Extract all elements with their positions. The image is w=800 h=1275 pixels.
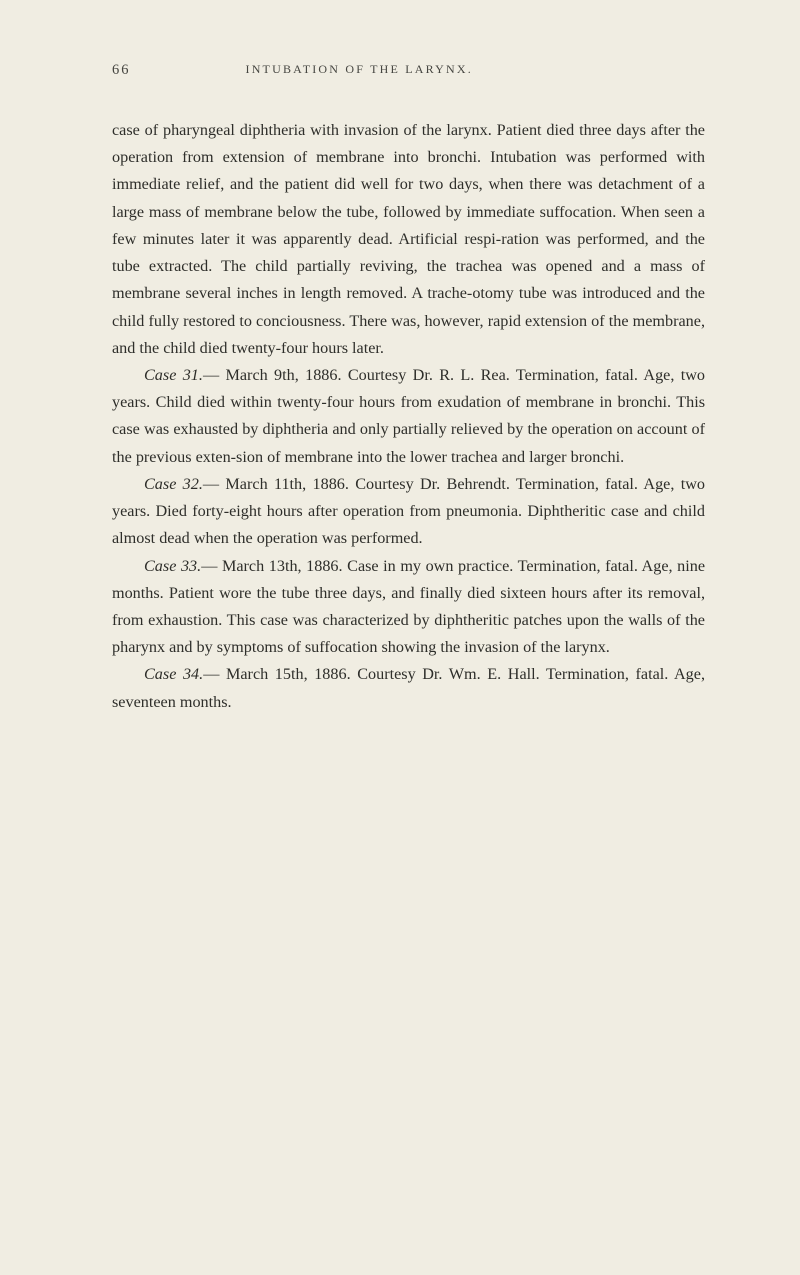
case-label: Case 31. (144, 366, 203, 384)
page-header: 66 INTUBATION OF THE LARYNX. (112, 62, 705, 79)
running-title: INTUBATION OF THE LARYNX. (246, 62, 473, 79)
case-label: Case 34. (144, 665, 203, 683)
case-label: Case 32. (144, 475, 203, 493)
case-34: Case 34.— March 15th, 1886. Courtesy Dr.… (112, 661, 705, 715)
case-text: — March 13th, 1886. Case in my own pract… (112, 557, 705, 657)
case-label: Case 33. (144, 557, 201, 575)
paragraph-continuation: case of pharyngeal diphtheria with invas… (112, 117, 705, 362)
case-31: Case 31.— March 9th, 1886. Courtesy Dr. … (112, 362, 705, 471)
case-33: Case 33.— March 13th, 1886. Case in my o… (112, 553, 705, 662)
case-32: Case 32.— March 11th, 1886. Courtesy Dr.… (112, 471, 705, 553)
body-text: case of pharyngeal diphtheria with invas… (112, 117, 705, 716)
page-number: 66 (112, 62, 131, 79)
